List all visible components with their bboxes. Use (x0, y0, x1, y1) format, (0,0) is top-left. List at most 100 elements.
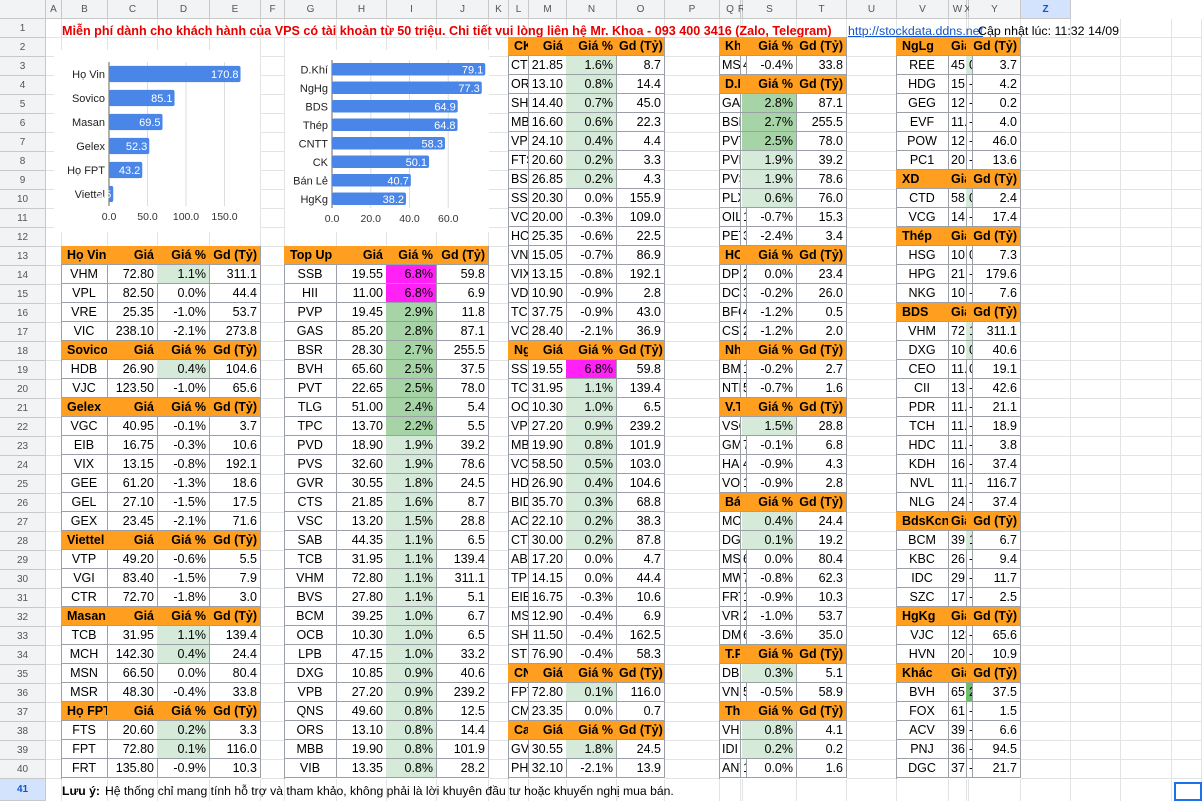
volume-cell[interactable]: 3.0 (209, 588, 261, 607)
price-cell[interactable]: 31.95 (336, 550, 387, 569)
volume-cell[interactable]: 4.1 (796, 721, 847, 740)
change-cell[interactable]: -2.1% (157, 322, 210, 341)
column-label[interactable]: Gd (Tỷ) (796, 702, 847, 721)
ticker-cell[interactable]: CSV (719, 322, 741, 341)
volume-cell[interactable]: 23.4 (796, 265, 847, 284)
change-cell[interactable]: 1.1% (386, 569, 437, 588)
column-header-s[interactable]: S (743, 0, 797, 19)
ticker-cell[interactable]: PHR (508, 759, 529, 778)
group-header[interactable]: Viettel (61, 531, 108, 550)
change-cell[interactable]: 0.3% (742, 664, 797, 683)
price-cell[interactable]: 20.05 (948, 151, 967, 170)
change-cell[interactable]: 1.0% (566, 398, 617, 417)
column-label[interactable]: Giá (948, 664, 967, 683)
price-cell[interactable]: 26.35 (948, 550, 967, 569)
change-cell[interactable]: -0.9% (742, 474, 797, 493)
price-cell[interactable]: 18.90 (336, 436, 387, 455)
price-cell[interactable]: 142.30 (107, 645, 158, 664)
volume-cell[interactable]: 14.4 (436, 721, 489, 740)
ticker-cell[interactable]: VHC (719, 721, 741, 740)
ticker-cell[interactable]: VDS (508, 284, 529, 303)
column-label[interactable]: Gd (Tỷ) (796, 493, 847, 512)
ticker-cell[interactable]: GMD (719, 436, 741, 455)
change-cell[interactable]: 0.2% (566, 531, 617, 550)
ticker-cell[interactable]: BVS (284, 588, 337, 607)
row-header-5[interactable]: 5 (0, 95, 46, 114)
price-cell[interactable]: 123.50 (107, 379, 158, 398)
ticker-cell[interactable]: VCK (508, 322, 529, 341)
change-cell[interactable]: 1.8% (566, 740, 617, 759)
column-header-b[interactable]: B (62, 0, 108, 19)
change-cell[interactable]: 2.8% (386, 322, 437, 341)
group-header[interactable]: Gelex (61, 398, 108, 417)
ticker-cell[interactable]: TCB (284, 550, 337, 569)
volume-cell[interactable]: 139.4 (209, 626, 261, 645)
row-header-23[interactable]: 23 (0, 437, 46, 456)
price-cell[interactable]: 25.35 (107, 303, 158, 322)
change-cell[interactable]: 1.9% (386, 455, 437, 474)
change-cell[interactable]: -0.8% (157, 455, 210, 474)
change-cell[interactable]: 0.8% (386, 702, 437, 721)
column-header-e[interactable]: E (210, 0, 261, 19)
ticker-cell[interactable]: VJC (896, 626, 949, 645)
volume-cell[interactable]: 2.8 (796, 474, 847, 493)
column-header-f[interactable]: F (261, 0, 285, 19)
volume-cell[interactable]: 104.6 (209, 360, 261, 379)
volume-cell[interactable]: 101.9 (616, 436, 665, 455)
ticker-cell[interactable]: TPB (508, 569, 529, 588)
volume-cell[interactable]: 2.5 (968, 588, 1021, 607)
ticker-cell[interactable]: VPX (508, 132, 529, 151)
group-header[interactable]: Thép (896, 227, 949, 246)
ticker-cell[interactable]: VSC (719, 417, 741, 436)
select-all-corner[interactable] (0, 0, 46, 19)
ticker-cell[interactable]: OIL (719, 208, 741, 227)
ticker-cell[interactable]: TPC (284, 417, 337, 436)
change-cell[interactable]: 0.0% (566, 569, 617, 588)
ticker-cell[interactable]: DGC (896, 759, 949, 778)
column-label[interactable]: Gd (Tỷ) (616, 664, 665, 683)
change-cell[interactable]: -1.8% (157, 588, 210, 607)
row-header-7[interactable]: 7 (0, 133, 46, 152)
change-cell[interactable]: 0.9% (386, 664, 437, 683)
change-cell[interactable]: -0.6% (157, 550, 210, 569)
column-header-n[interactable]: N (567, 0, 617, 19)
ticker-cell[interactable]: BSR (284, 341, 337, 360)
ticker-cell[interactable]: BCM (284, 607, 337, 626)
price-cell[interactable]: 13.10 (336, 721, 387, 740)
group-header[interactable]: HC PB (719, 246, 741, 265)
price-cell[interactable]: 23.35 (528, 702, 567, 721)
group-header[interactable]: XD (896, 170, 949, 189)
change-cell[interactable]: -0.4% (566, 607, 617, 626)
group-header[interactable]: Họ FPT (61, 702, 108, 721)
price-cell[interactable]: 29.70 (948, 569, 967, 588)
price-cell[interactable]: 10.30 (336, 626, 387, 645)
ticker-cell[interactable]: VNM (719, 683, 741, 702)
group-header[interactable]: BdsKcn (896, 512, 949, 531)
volume-cell[interactable]: 8.7 (436, 493, 489, 512)
price-cell[interactable]: 65.60 (948, 683, 967, 702)
volume-cell[interactable]: 5.1 (436, 588, 489, 607)
row-header-12[interactable]: 12 (0, 228, 46, 247)
change-cell[interactable]: -0.5% (742, 683, 797, 702)
row-header-41[interactable]: 41 (0, 779, 46, 801)
ticker-cell[interactable]: VPB (284, 683, 337, 702)
change-cell[interactable]: -0.2% (742, 284, 797, 303)
change-cell[interactable]: 6.8% (386, 284, 437, 303)
change-cell[interactable]: -1.2% (742, 303, 797, 322)
volume-cell[interactable]: 2.4 (968, 189, 1021, 208)
price-cell[interactable]: 48.30 (107, 683, 158, 702)
ticker-cell[interactable]: ABB (508, 550, 529, 569)
change-cell[interactable]: 0.8% (566, 436, 617, 455)
volume-cell[interactable]: 7.3 (968, 246, 1021, 265)
row-header-39[interactable]: 39 (0, 741, 46, 760)
row-header-22[interactable]: 22 (0, 418, 46, 437)
volume-cell[interactable]: 78.0 (436, 379, 489, 398)
price-cell[interactable]: 32.60 (336, 455, 387, 474)
volume-cell[interactable]: 22.3 (616, 113, 665, 132)
ticker-cell[interactable]: OCB (284, 626, 337, 645)
price-cell[interactable]: 76.90 (528, 645, 567, 664)
group-header[interactable]: Khác (896, 664, 949, 683)
ticker-cell[interactable]: BSI (508, 170, 529, 189)
change-cell[interactable]: 0.0% (157, 664, 210, 683)
price-cell[interactable]: 25.35 (528, 227, 567, 246)
